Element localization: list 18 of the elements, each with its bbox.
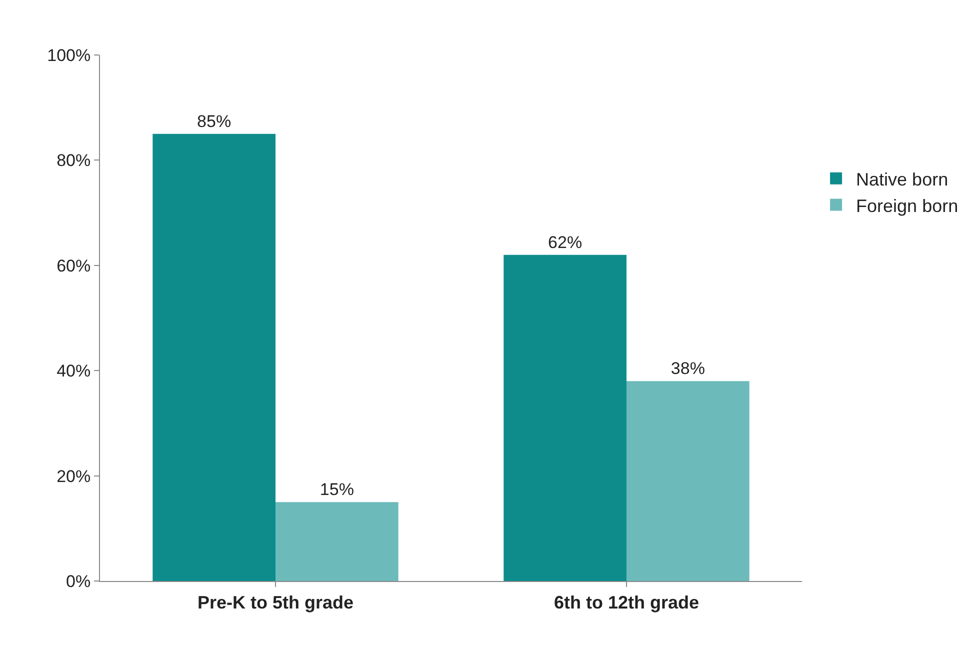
data-label: 62% (548, 232, 582, 252)
data-label: 38% (670, 359, 705, 378)
x-tick-label: Pre-K to 5th grade (197, 592, 354, 613)
data-label: 15% (320, 480, 354, 500)
y-tick-label: 80% (56, 151, 91, 170)
bar (152, 134, 276, 581)
y-tick-label: 60% (56, 256, 91, 276)
bar (504, 254, 626, 581)
y-tick-label: 20% (56, 466, 91, 486)
data-label: 85% (197, 112, 232, 131)
bar (626, 381, 750, 581)
y-tick-label: 40% (56, 362, 91, 381)
bar (276, 502, 398, 581)
y-tick-label: 100% (47, 46, 91, 65)
y-tick-label: 0% (66, 572, 91, 591)
legend-label: Native born (856, 169, 948, 190)
x-tick-label: 6th to 12th grade (554, 592, 700, 613)
legend-label: Foreign born (856, 196, 958, 216)
